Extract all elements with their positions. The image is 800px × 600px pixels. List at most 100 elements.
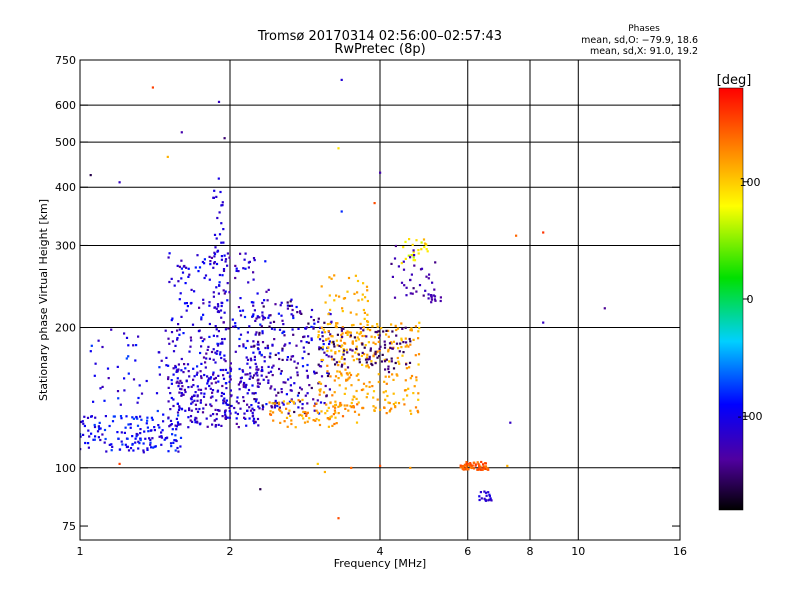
data-point [474,463,477,466]
data-point [204,366,207,369]
data-point [222,402,225,405]
data-point [169,392,172,395]
data-point [463,463,466,466]
data-point [199,401,202,404]
data-point [242,385,245,388]
data-point [170,331,174,334]
data-point [236,412,239,416]
data-point [346,330,349,333]
data-point [272,419,275,422]
data-point [362,326,365,329]
data-point [180,277,183,280]
data-point [334,375,338,378]
data-point [258,382,261,385]
data-point [170,423,173,426]
data-point [324,384,327,388]
data-point [370,335,373,338]
data-point [210,382,213,385]
data-point [393,296,397,299]
data-point [422,238,426,241]
data-point [273,406,276,409]
data-point [366,392,369,395]
data-point [338,295,341,298]
data-point [416,409,419,412]
data-point [297,399,300,402]
data-point [355,313,358,316]
data-point [392,367,396,370]
data-point [137,396,140,400]
data-point [274,404,277,407]
data-point [252,351,255,354]
data-point [263,360,266,363]
data-point [137,335,140,338]
data-point [221,415,224,418]
data-point [253,398,256,401]
data-point [412,249,415,252]
data-point [80,420,83,424]
y-tick-label: 600 [55,99,76,112]
data-point [157,424,160,427]
data-point [263,356,266,359]
data-point [120,440,123,443]
data-point [110,443,113,446]
data-point [415,376,418,379]
data-point [317,320,320,323]
data-point [330,335,333,338]
data-point [302,417,305,420]
data-point [260,353,263,356]
data-point [208,255,211,258]
data-point [318,338,322,341]
data-point [340,403,343,406]
data-point [318,393,321,396]
data-point [218,353,222,356]
data-point [341,415,345,418]
data-point [361,293,364,296]
data-point [334,352,337,355]
data-point [371,385,374,388]
y-axis-label: Stationary phase Virtual Height [km] [37,199,50,401]
data-point [241,370,245,373]
data-point [324,301,327,304]
data-point [384,390,387,393]
data-point [212,371,215,374]
data-point [258,316,261,319]
data-point [394,361,397,365]
data-point [92,400,95,403]
data-point [238,345,241,348]
data-point [281,331,284,335]
data-point [246,362,249,365]
data-point [408,366,411,369]
data-point [197,330,200,333]
data-point [327,355,330,358]
data-point [127,344,130,347]
data-point [317,363,320,366]
data-point [223,397,226,400]
data-point [221,384,224,388]
data-point [303,421,307,424]
data-point [344,368,347,371]
data-point [208,301,211,304]
data-point [272,364,275,367]
data-point [179,387,182,390]
x-tick-label: 2 [227,545,234,558]
data-point [170,277,173,280]
data-point [258,352,261,355]
data-point [222,374,225,377]
data-point [469,462,472,465]
data-point [253,422,256,425]
data-point [339,401,342,405]
data-point [348,331,351,334]
data-point [269,352,272,355]
data-point [279,304,282,307]
x-axis-label: Frequency [MHz] [334,557,426,570]
data-point [323,331,327,334]
data-point [214,361,217,364]
data-point [373,202,376,205]
data-point [94,435,97,438]
data-point [352,405,355,408]
data-point [356,403,359,406]
data-point [273,338,276,341]
data-point [407,345,410,348]
data-point [248,406,251,409]
